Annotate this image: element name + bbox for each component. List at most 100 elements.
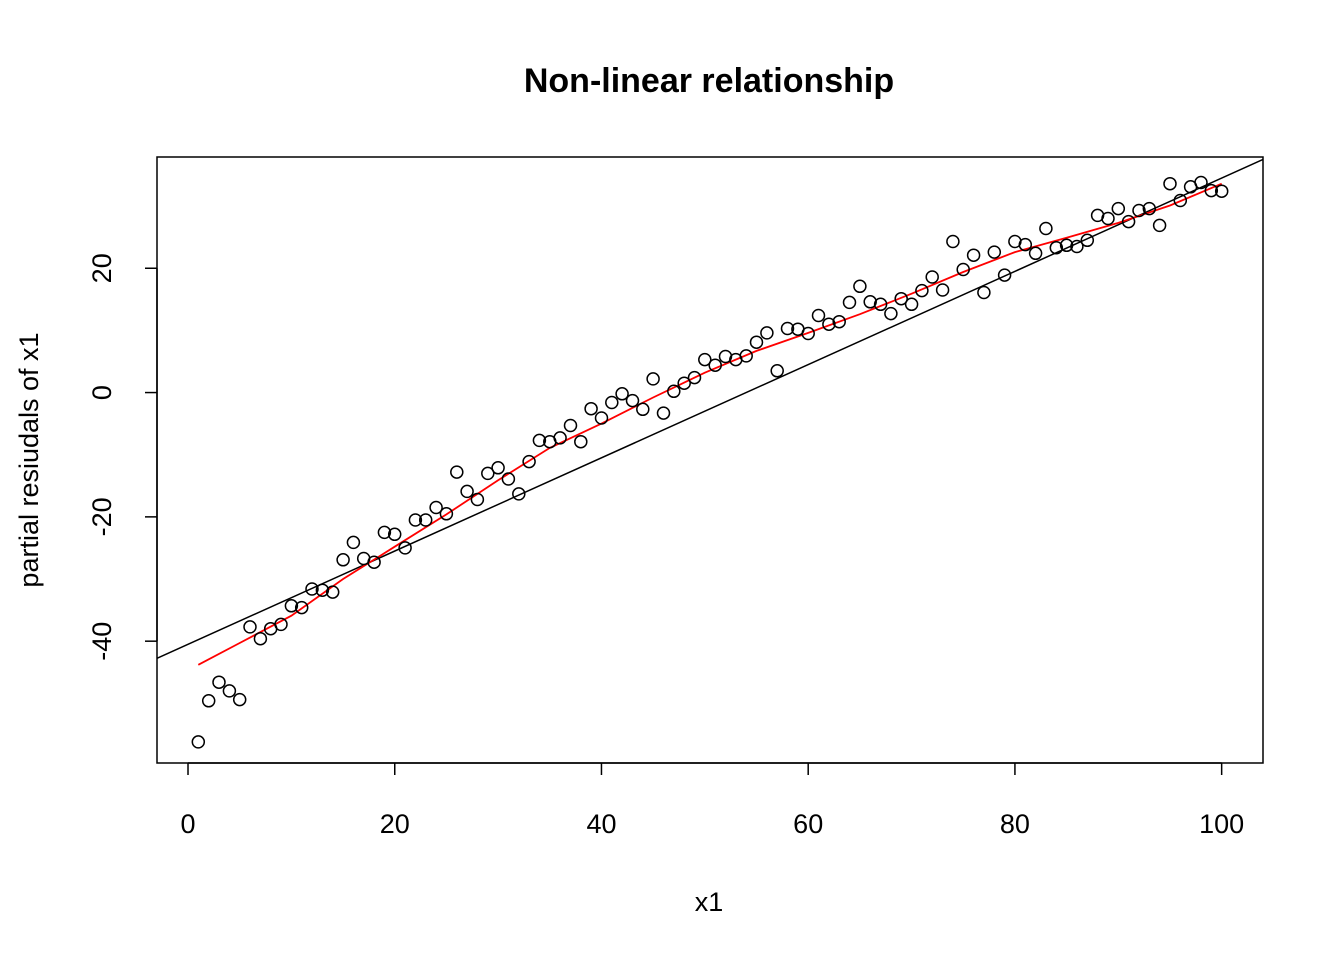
data-point xyxy=(1152,218,1167,233)
data-point xyxy=(677,376,691,390)
data-point xyxy=(1163,176,1177,191)
data-point xyxy=(625,393,640,408)
data-point xyxy=(398,541,412,555)
x-tick-label: 80 xyxy=(1000,809,1030,839)
data-point xyxy=(822,317,836,331)
data-point xyxy=(966,248,981,262)
y-tick-label: 0 xyxy=(87,385,117,400)
data-point xyxy=(946,234,960,249)
data-point xyxy=(739,349,753,363)
data-point xyxy=(636,402,650,417)
data-point xyxy=(884,306,898,321)
data-point xyxy=(191,735,206,749)
data-point xyxy=(305,582,319,596)
x-tick-label: 0 xyxy=(180,809,195,839)
data-point xyxy=(294,600,309,615)
data-point xyxy=(997,268,1012,282)
data-point xyxy=(491,461,505,475)
x-axis: 0 20 40 60 80 100 xyxy=(180,762,1244,839)
data-point xyxy=(1018,237,1033,252)
data-point xyxy=(481,466,495,481)
data-point xyxy=(780,321,795,336)
y-axis: -40 -20 0 20 xyxy=(87,253,158,661)
data-point xyxy=(501,472,516,486)
data-point xyxy=(1049,240,1064,255)
data-point xyxy=(429,500,443,515)
data-point xyxy=(1080,233,1095,248)
data-point xyxy=(1132,203,1146,218)
chart-title: Non-linear relationship xyxy=(524,62,894,100)
y-tick-label: -40 xyxy=(87,622,117,661)
data-point xyxy=(584,401,598,416)
points-layer xyxy=(191,175,1229,749)
data-point xyxy=(460,484,474,499)
data-point xyxy=(956,262,970,277)
data-point xyxy=(274,617,288,632)
data-point xyxy=(646,372,660,386)
data-point xyxy=(749,335,764,349)
data-point xyxy=(470,492,485,507)
data-point xyxy=(522,454,536,469)
data-point xyxy=(232,692,247,707)
data-point xyxy=(387,527,402,542)
data-point xyxy=(222,684,237,698)
data-point xyxy=(1101,211,1115,226)
x-axis-label: x1 xyxy=(695,887,724,917)
data-point xyxy=(212,675,226,689)
data-point xyxy=(687,370,702,385)
data-point xyxy=(346,535,361,550)
data-point xyxy=(377,525,392,540)
data-point xyxy=(853,279,867,294)
data-point xyxy=(1204,183,1219,198)
data-point xyxy=(563,418,578,433)
data-point xyxy=(574,434,588,449)
data-point xyxy=(512,487,526,501)
data-point xyxy=(1194,175,1208,190)
data-point xyxy=(987,245,1002,259)
data-point xyxy=(605,395,619,410)
data-point xyxy=(873,297,888,312)
data-point xyxy=(325,585,340,599)
smooth-line-layer xyxy=(197,182,1223,666)
y-tick-label: -20 xyxy=(87,497,117,536)
data-point xyxy=(811,308,826,323)
data-point xyxy=(770,364,784,378)
data-point xyxy=(450,465,464,479)
data-point xyxy=(315,583,330,597)
data-point xyxy=(698,352,712,367)
smooth-line xyxy=(197,182,1223,666)
data-point xyxy=(842,295,857,310)
data-point xyxy=(408,513,423,527)
data-point xyxy=(284,599,299,613)
data-point xyxy=(1142,201,1157,216)
data-point xyxy=(915,283,929,298)
data-point xyxy=(1070,239,1084,254)
data-point xyxy=(977,285,991,300)
data-point xyxy=(367,555,381,569)
data-point xyxy=(418,513,433,527)
data-point xyxy=(656,406,671,420)
data-point xyxy=(253,631,268,646)
data-point xyxy=(553,431,567,445)
y-axis-label: partial resiudals of x1 xyxy=(14,332,44,587)
x-tick-label: 100 xyxy=(1199,809,1244,839)
data-point xyxy=(863,295,877,309)
data-point xyxy=(615,387,629,401)
data-point xyxy=(760,326,774,340)
data-point xyxy=(667,384,681,399)
data-point xyxy=(1111,201,1126,216)
data-point xyxy=(201,694,216,708)
data-point xyxy=(925,270,939,284)
data-point xyxy=(532,433,547,448)
data-point xyxy=(894,291,908,306)
data-point xyxy=(832,314,846,329)
x-tick-label: 40 xyxy=(586,809,616,839)
data-point xyxy=(439,507,454,521)
data-point xyxy=(594,411,609,425)
y-tick-label: 20 xyxy=(87,253,117,283)
data-point xyxy=(935,283,950,297)
data-point xyxy=(708,358,722,372)
data-point xyxy=(336,553,350,567)
data-point xyxy=(243,620,257,634)
